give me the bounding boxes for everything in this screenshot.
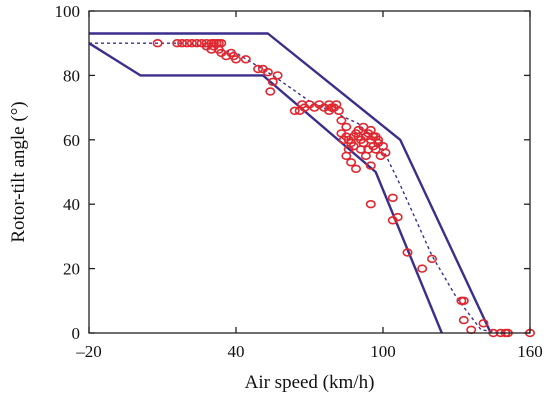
- data-point: [289, 106, 300, 116]
- y-tick-label: 60: [63, 131, 80, 150]
- data-point: [186, 38, 197, 48]
- y-axis-title: Rotor-tilt angle (°): [8, 101, 29, 242]
- y-tick-label: 40: [63, 195, 80, 214]
- data-point: [324, 106, 335, 116]
- y-tick-label: 0: [72, 324, 81, 343]
- data-point: [346, 158, 357, 167]
- data-point: [458, 296, 469, 305]
- x-axis-title: Air speed (km/h): [245, 372, 375, 393]
- data-point: [341, 151, 352, 161]
- x-tick-label: 100: [370, 342, 396, 361]
- series-lines: [88, 32, 506, 334]
- data-point: [350, 164, 361, 174]
- data-point: [466, 325, 477, 334]
- y-tick-label: 100: [55, 2, 81, 21]
- data-point: [231, 55, 242, 64]
- center-line-line: [89, 42, 506, 334]
- data-point: [152, 38, 163, 48]
- data-point: [387, 193, 398, 203]
- plot-frame: [88, 10, 531, 334]
- data-point: [262, 67, 273, 77]
- axis-ticks: –20 40 100 160 0 20 40 60 80 100: [55, 2, 543, 361]
- data-point: [267, 77, 278, 87]
- y-tick-label: 20: [63, 260, 80, 279]
- data-point: [182, 38, 193, 48]
- data-point: [478, 319, 489, 328]
- data-point: [375, 151, 386, 161]
- data-point: [353, 125, 364, 135]
- data-point: [240, 55, 251, 64]
- data-point: [363, 145, 374, 154]
- data-point: [333, 106, 344, 116]
- data-point: [392, 212, 403, 222]
- data-points: [152, 38, 535, 338]
- lower-boundary-line: [88, 42, 443, 334]
- data-point: [265, 87, 276, 96]
- data-point: [336, 116, 347, 125]
- y-tick-label: 80: [63, 66, 80, 85]
- data-point: [365, 161, 376, 170]
- data-point: [191, 38, 202, 48]
- data-point: [458, 315, 469, 325]
- x-tick-label: –20: [75, 342, 102, 361]
- data-point: [172, 38, 183, 48]
- data-point: [341, 122, 352, 132]
- data-point: [365, 200, 376, 209]
- data-point: [373, 135, 384, 145]
- data-point: [355, 145, 366, 154]
- data-point: [426, 254, 437, 264]
- data-point: [402, 248, 413, 257]
- data-point: [177, 38, 188, 48]
- data-point: [253, 64, 264, 74]
- x-tick-label: 40: [228, 342, 245, 361]
- upper-boundary-line: [89, 32, 492, 334]
- data-point: [272, 71, 283, 80]
- x-tick-label: 160: [517, 342, 543, 361]
- data-point: [417, 264, 428, 273]
